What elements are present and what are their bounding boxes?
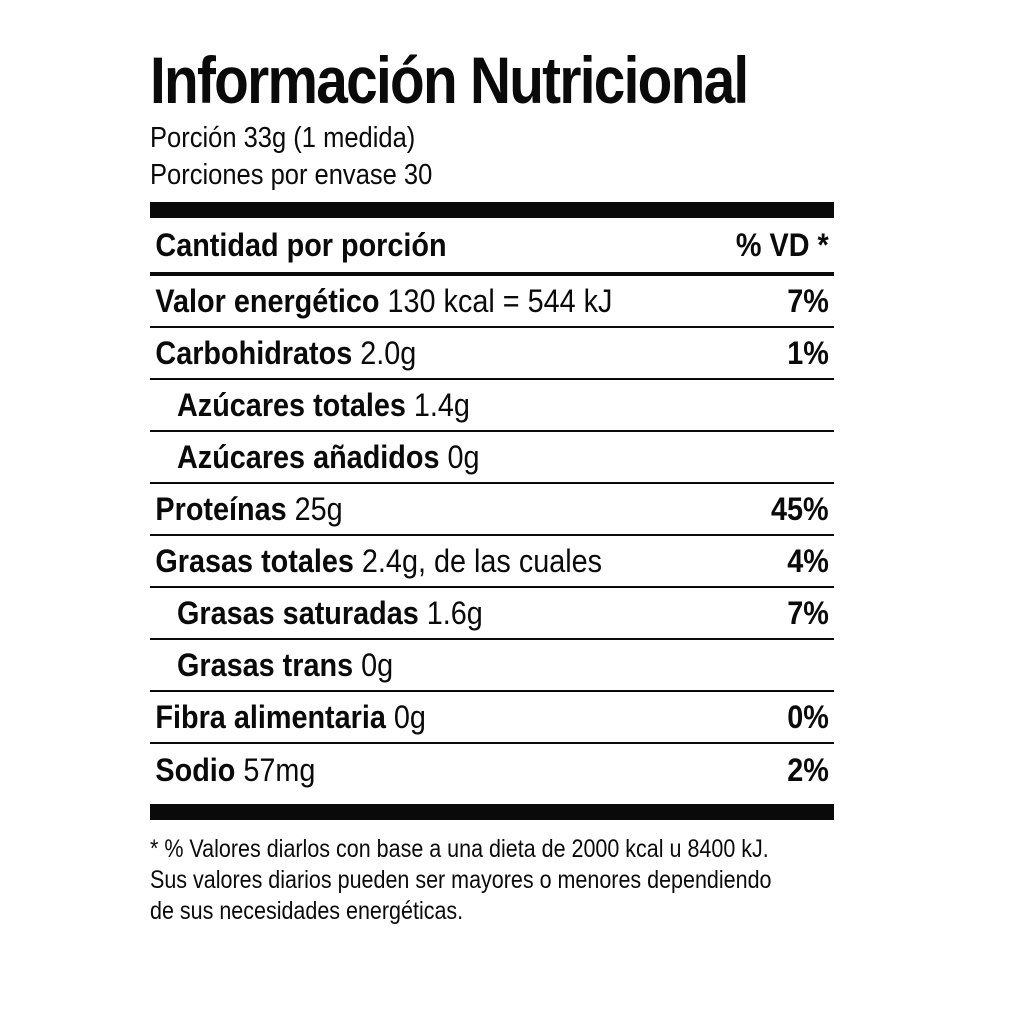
nutrient-row-trans-fat: Grasas trans 0g	[150, 640, 834, 692]
label-title: Información Nutricional	[150, 43, 749, 117]
nutrient-dv: 1%	[786, 334, 829, 371]
table-header: Cantidad por porción % VD *	[150, 218, 834, 272]
header-daily-value: % VD *	[735, 226, 829, 263]
nutrient-amount: 130 kcal = 544 kJ	[387, 282, 613, 319]
nutrient-dv: 4%	[786, 542, 829, 579]
footnote-line: de sus necesidades energéticas.	[150, 897, 464, 925]
nutrient-amount: 57mg	[243, 751, 316, 788]
nutrient-amount: 1.6g	[426, 594, 483, 631]
nutrient-name: Valor energético	[155, 282, 380, 319]
serving-size: Porción 33g (1 medida)	[150, 122, 416, 154]
thick-divider-top	[150, 202, 834, 218]
nutrient-amount: 2.0g	[360, 334, 417, 371]
nutrient-amount: 0g	[393, 698, 426, 735]
nutrient-name: Carbohidratos	[155, 334, 353, 371]
nutrient-dv: 0%	[786, 698, 829, 735]
footnote: * % Valores diarlos con base a una dieta…	[150, 834, 772, 927]
header-divider	[150, 272, 834, 276]
nutrition-facts-label: Información Nutricional Porción 33g (1 m…	[150, 40, 834, 927]
nutrient-row-total-sugars: Azúcares totales 1.4g	[150, 380, 834, 432]
nutrient-dv: 7%	[786, 282, 829, 319]
nutrient-name: Proteínas	[155, 490, 287, 527]
nutrient-amount: 25g	[294, 490, 343, 527]
nutrient-name: Fibra alimentaria	[155, 698, 386, 735]
nutrient-name: Azúcares totales	[177, 386, 406, 423]
nutrient-row-carbohydrates: Carbohidratos 2.0g 1%	[150, 328, 834, 380]
nutrient-amount: 1.4g	[413, 386, 470, 423]
nutrient-name: Grasas trans	[177, 646, 354, 683]
nutrient-dv: 2%	[786, 751, 829, 788]
nutrient-dv: 45%	[770, 490, 829, 527]
footnote-line: * % Valores diarlos con base a una dieta…	[150, 835, 769, 863]
nutrient-row-added-sugars: Azúcares añadidos 0g	[150, 432, 834, 484]
nutrient-row-sodium: Sodio 57mg 2%	[150, 744, 834, 796]
servings-per-container: Porciones por envase 30	[150, 159, 433, 191]
header-amount-per-serving: Cantidad por porción	[155, 226, 447, 263]
nutrient-row-saturated-fat: Grasas saturadas 1.6g 7%	[150, 588, 834, 640]
nutrient-row-total-fat: Grasas totales 2.4g, de las cuales 4%	[150, 536, 834, 588]
footnote-line: Sus valores diarios pueden ser mayores o…	[150, 866, 772, 894]
nutrient-name: Sodio	[155, 751, 236, 788]
nutrient-amount: 0g	[361, 646, 394, 683]
nutrient-name: Azúcares añadidos	[177, 438, 440, 475]
nutrient-dv: 7%	[786, 594, 829, 631]
nutrient-name: Grasas totales	[155, 542, 354, 579]
nutrient-row-protein: Proteínas 25g 45%	[150, 484, 834, 536]
nutrient-amount: 0g	[447, 438, 480, 475]
nutrient-row-energy: Valor energético 130 kcal = 544 kJ 7%	[150, 276, 834, 328]
thick-divider-bottom	[150, 804, 834, 820]
nutrient-amount: 2.4g, de las cuales	[361, 542, 603, 579]
nutrient-name: Grasas saturadas	[177, 594, 419, 631]
nutrient-row-fiber: Fibra alimentaria 0g 0%	[150, 692, 834, 744]
